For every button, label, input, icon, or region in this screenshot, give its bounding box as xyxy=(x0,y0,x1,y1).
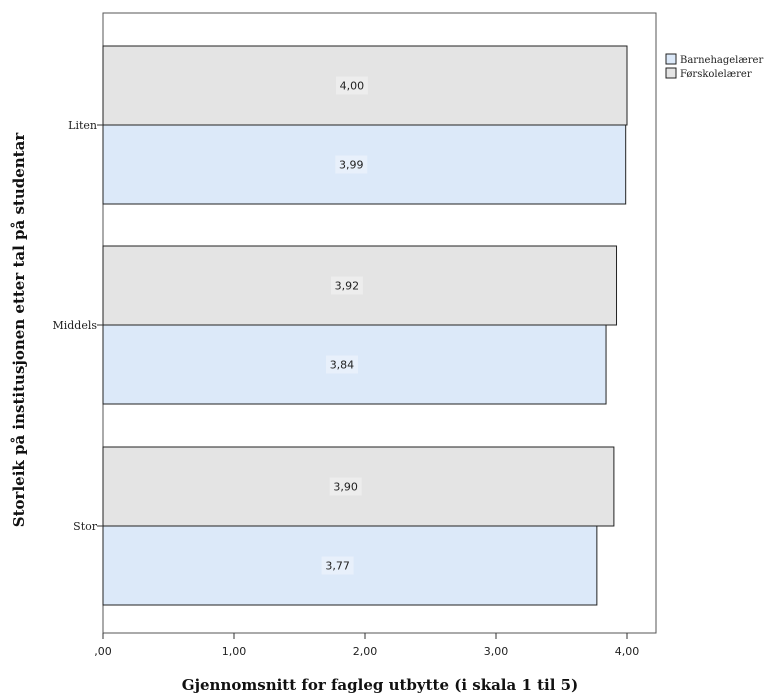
bar-liten-forskolelaerer xyxy=(102,45,628,126)
x-tick-label: 4,00 xyxy=(615,645,640,658)
y-axis-title: Storleik på institusjonen etter tal på s… xyxy=(10,132,28,528)
data-label-bg xyxy=(330,276,363,295)
legend-swatch xyxy=(665,67,677,79)
x-tick-label: 2,00 xyxy=(353,645,378,658)
data-label: 3,92 xyxy=(335,280,360,293)
data-label-bg xyxy=(321,556,354,575)
y-tick-label: Stor xyxy=(73,520,98,533)
x-axis: ,00 1,00 2,00 3,00 4,00 xyxy=(94,633,639,658)
legend-label: Førskolelærer xyxy=(680,69,752,80)
bar-middels-barnehagelaerer xyxy=(102,324,607,405)
data-labels: 4,00 3,99 3,92 3,84 3,90 3,77 xyxy=(321,76,368,575)
data-label: 3,77 xyxy=(325,560,350,573)
bars xyxy=(102,45,628,606)
x-axis-title: Gjennomsnitt for fagleg utbytte (i skala… xyxy=(182,676,578,694)
data-label-bg xyxy=(325,355,358,374)
data-label-bg xyxy=(329,477,362,496)
y-tick-label: Middels xyxy=(52,319,97,332)
data-label: 3,90 xyxy=(333,481,358,494)
bar-stor-forskolelaerer xyxy=(102,446,615,527)
bar-middels-forskolelaerer xyxy=(102,245,618,326)
legend-label: Barnehagelærer xyxy=(680,55,763,66)
y-tick-label: Liten xyxy=(68,119,97,132)
x-tick-label: ,00 xyxy=(94,645,112,658)
data-label-bg xyxy=(335,155,368,174)
data-label: 4,00 xyxy=(340,80,365,93)
y-axis: Liten Middels Stor xyxy=(52,119,103,533)
x-tick-label: 1,00 xyxy=(222,645,247,658)
bar-stor-barnehagelaerer xyxy=(102,525,598,606)
legend-swatch xyxy=(665,53,677,65)
bar-liten-barnehagelaerer xyxy=(102,124,627,205)
data-label-bg xyxy=(335,76,368,95)
data-label: 3,99 xyxy=(339,159,364,172)
x-tick-label: 3,00 xyxy=(484,645,509,658)
data-label: 3,84 xyxy=(330,359,355,372)
legend: Barnehagelærer Førskolelærer xyxy=(665,53,763,80)
